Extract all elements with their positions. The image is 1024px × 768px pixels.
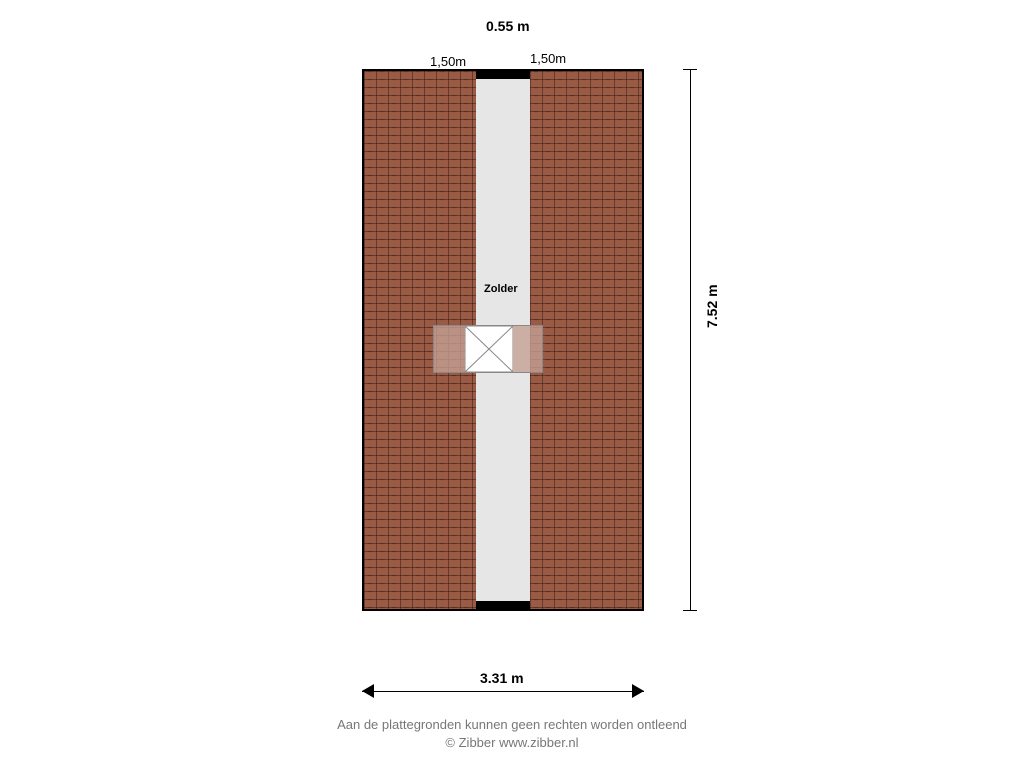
dim-right-line bbox=[690, 69, 691, 611]
footer-line2: © Zibber www.zibber.nl bbox=[0, 734, 1024, 752]
wall-bottom bbox=[476, 601, 530, 609]
wall-top bbox=[476, 71, 530, 79]
stair-hatch bbox=[433, 325, 543, 373]
footer-line1: Aan de plattegronden kunnen geen rechten… bbox=[0, 716, 1024, 734]
hatch-side-right bbox=[511, 326, 542, 372]
dim-bottom-arrow-left bbox=[362, 684, 374, 698]
dim-top-left: 1,50m bbox=[430, 54, 466, 69]
dim-right-label: 7.52 m bbox=[704, 284, 720, 328]
dim-top-right: 1,50m bbox=[530, 51, 566, 66]
roof-right bbox=[530, 71, 642, 609]
room-label-zolder: Zolder bbox=[484, 283, 518, 295]
hatch-inner bbox=[465, 326, 513, 372]
footer-text: Aan de plattegronden kunnen geen rechten… bbox=[0, 716, 1024, 752]
dim-right-cap-bottom bbox=[683, 610, 697, 611]
dim-bottom-line bbox=[362, 691, 644, 692]
hatch-side-left bbox=[434, 326, 465, 372]
dim-right-cap-top bbox=[683, 69, 697, 70]
dim-top-main: 0.55 m bbox=[486, 18, 530, 34]
dim-bottom-label: 3.31 m bbox=[480, 670, 524, 686]
dim-bottom-arrow-right bbox=[632, 684, 644, 698]
